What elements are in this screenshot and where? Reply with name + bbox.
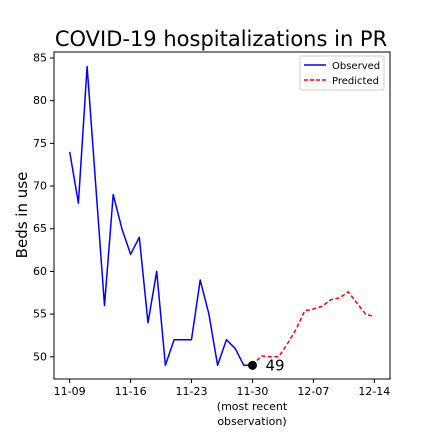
- data-point-observed: [190, 338, 193, 341]
- x-tick-label: 11-16: [115, 385, 147, 398]
- x-tick-label: 11-23: [176, 385, 208, 398]
- data-point-predicted: [329, 298, 332, 301]
- data-point-observed: [181, 338, 184, 341]
- y-tick-label: 65: [33, 222, 47, 235]
- x-annotation-line-1: (most recent: [217, 400, 288, 413]
- data-point-observed: [94, 184, 97, 187]
- y-tick-label: 80: [33, 94, 47, 107]
- data-point-observed: [138, 236, 141, 239]
- y-tick-label: 55: [33, 308, 47, 321]
- data-point-predicted: [347, 290, 350, 293]
- data-point-observed: [155, 270, 158, 273]
- x-tick-label: 12-14: [358, 385, 390, 398]
- data-point-observed: [164, 364, 167, 367]
- data-point-observed: [77, 202, 80, 205]
- data-point-observed: [242, 364, 245, 367]
- data-point-observed: [233, 347, 236, 350]
- data-point-predicted: [338, 296, 341, 299]
- data-point-observed: [199, 278, 202, 281]
- data-point-predicted: [312, 307, 315, 310]
- y-tick-label: 60: [33, 265, 47, 278]
- data-point-predicted: [373, 315, 376, 318]
- legend-predicted-label: Predicted: [332, 76, 379, 87]
- y-tick-label: 50: [33, 350, 47, 363]
- data-point-observed: [146, 321, 149, 324]
- x-annotation-line-2: observation): [217, 415, 286, 428]
- y-tick-label: 85: [33, 51, 47, 64]
- x-tick-label: 12-07: [297, 385, 329, 398]
- plot-area: 49 50 55 60 65 70 75 80 85 11-09 11-16 11-23 11-30 12…: [33, 51, 391, 398]
- data-point-predicted: [364, 313, 367, 316]
- data-point-observed: [225, 338, 228, 341]
- plot-frame: [53, 51, 391, 380]
- data-point-predicted: [321, 305, 324, 308]
- data-point-predicted: [294, 328, 297, 331]
- data-point-observed: [68, 150, 71, 153]
- data-point-observed: [129, 253, 132, 256]
- data-point-observed: [103, 304, 106, 307]
- data-point-predicted: [286, 342, 289, 345]
- series-line-observed: [68, 65, 253, 367]
- chart-title: COVID-19 hospitalizations in PR: [55, 27, 387, 51]
- legend: Observed Predicted: [299, 55, 385, 91]
- legend-observed-label: Observed: [332, 61, 380, 72]
- data-point-predicted: [260, 354, 263, 357]
- data-point-observed: [120, 227, 123, 230]
- y-axis-title: Beds in use: [13, 172, 31, 259]
- series-line-predicted: [251, 291, 375, 366]
- x-tick-label: 11-09: [54, 385, 86, 398]
- data-point-observed: [207, 313, 210, 316]
- last-observation-label: 49: [265, 356, 284, 374]
- y-tick-label: 75: [33, 137, 47, 150]
- data-point-predicted: [355, 301, 358, 304]
- data-point-observed: [112, 193, 115, 196]
- data-point-observed: [85, 65, 88, 68]
- x-tick-label: 11-30: [236, 385, 268, 398]
- data-point-observed: [173, 338, 176, 341]
- last-observation-marker: [247, 360, 257, 370]
- data-point-observed: [216, 364, 219, 367]
- y-tick-label: 70: [33, 180, 47, 193]
- x-annotation: (most recent observation): [217, 400, 288, 428]
- data-point-predicted: [303, 309, 306, 312]
